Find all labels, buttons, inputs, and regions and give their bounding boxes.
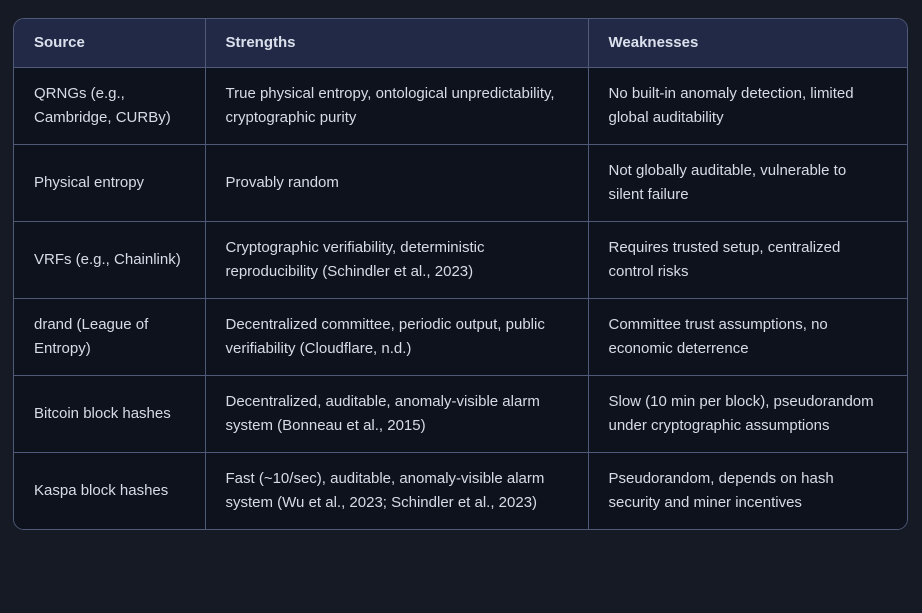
cell-source: QRNGs (e.g., Cambridge, CURBy) <box>14 67 205 145</box>
comparison-table: Source Strengths Weaknesses QRNGs (e.g.,… <box>13 18 908 530</box>
cell-strengths: True physical entropy, ontological unpre… <box>204 67 588 145</box>
cell-weaknesses: Requires trusted setup, centralized cont… <box>587 221 907 299</box>
cell-weaknesses: No built-in anomaly detection, limited g… <box>587 67 907 145</box>
cell-weaknesses: Slow (10 min per block), pseudorandom un… <box>587 375 907 453</box>
cell-strengths: Cryptographic verifiability, determinist… <box>204 221 588 299</box>
cell-strengths: Decentralized, auditable, anomaly-visibl… <box>204 375 588 453</box>
cell-strengths: Fast (~10/sec), auditable, anomaly-visib… <box>204 452 588 529</box>
cell-weaknesses: Committee trust assumptions, no economic… <box>587 298 907 376</box>
table-header: Source Strengths Weaknesses <box>14 19 907 68</box>
column-header-weaknesses: Weaknesses <box>587 19 907 68</box>
table-row: Bitcoin block hashes Decentralized, audi… <box>14 375 907 453</box>
table-row: Kaspa block hashes Fast (~10/sec), audit… <box>14 452 907 529</box>
column-header-strengths: Strengths <box>204 19 588 68</box>
cell-weaknesses: Not globally auditable, vulnerable to si… <box>587 144 907 222</box>
cell-strengths: Provably random <box>204 144 588 222</box>
cell-source: Kaspa block hashes <box>14 452 205 529</box>
table-row: drand (League of Entropy) Decentralized … <box>14 298 907 376</box>
randomness-sources-table: Source Strengths Weaknesses QRNGs (e.g.,… <box>14 19 907 529</box>
cell-weaknesses: Pseudorandom, depends on hash security a… <box>587 452 907 529</box>
table-row: QRNGs (e.g., Cambridge, CURBy) True phys… <box>14 67 907 145</box>
column-header-source: Source <box>14 19 205 68</box>
cell-source: VRFs (e.g., Chainlink) <box>14 221 205 299</box>
table-row: Physical entropy Provably random Not glo… <box>14 144 907 222</box>
cell-source: Physical entropy <box>14 144 205 222</box>
table-body: QRNGs (e.g., Cambridge, CURBy) True phys… <box>14 67 907 529</box>
header-row: Source Strengths Weaknesses <box>14 19 907 68</box>
cell-source: drand (League of Entropy) <box>14 298 205 376</box>
table-row: VRFs (e.g., Chainlink) Cryptographic ver… <box>14 221 907 299</box>
cell-source: Bitcoin block hashes <box>14 375 205 453</box>
cell-strengths: Decentralized committee, periodic output… <box>204 298 588 376</box>
